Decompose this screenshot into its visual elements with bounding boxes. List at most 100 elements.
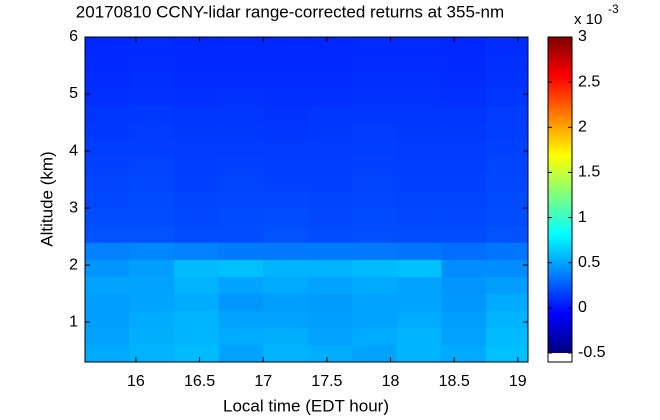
heat-cell — [441, 208, 487, 226]
heat-cell — [129, 327, 175, 346]
heat-cell — [485, 54, 528, 72]
heat-cell — [85, 173, 131, 192]
heat-cell — [263, 344, 309, 362]
heat-cell — [352, 344, 398, 362]
colorbar-tick-label: 2.5 — [578, 73, 600, 90]
plot-frame — [84, 36, 529, 363]
heat-cell — [352, 88, 398, 106]
heat-cell — [174, 276, 220, 295]
heat-cell — [174, 344, 220, 362]
heat-cell — [352, 190, 398, 209]
heat-cell — [307, 327, 353, 346]
heat-cell — [396, 242, 442, 260]
heat-cell — [485, 225, 528, 243]
heat-cell — [307, 54, 353, 72]
heat-cell — [352, 37, 398, 55]
heat-cell — [174, 122, 220, 141]
heat-cell — [129, 139, 175, 158]
heat-cell — [129, 190, 175, 209]
heat-cell — [485, 88, 528, 106]
heat-cell — [85, 190, 131, 209]
heat-cell — [441, 105, 487, 124]
heat-cell — [218, 242, 264, 260]
heat-cell — [441, 225, 487, 243]
heat-cell — [85, 156, 131, 175]
heat-cell — [352, 225, 398, 243]
heat-cell — [263, 259, 309, 277]
heat-cell — [396, 88, 442, 106]
heat-cell — [174, 225, 220, 243]
heat-cell — [85, 122, 131, 141]
heat-cell — [218, 105, 264, 124]
heatmap — [85, 37, 528, 362]
heat-cell — [218, 122, 264, 141]
heat-cell — [218, 88, 264, 106]
heat-cell — [263, 190, 309, 209]
heat-cell — [129, 71, 175, 89]
x-tick-label: 16.5 — [184, 373, 215, 390]
heat-cell — [218, 276, 264, 295]
x-tick-label: 17.5 — [311, 373, 342, 390]
heat-cell — [129, 37, 175, 55]
heat-cell — [485, 344, 528, 362]
axes: 16 16.5 17 17.5 18 18.5 19 1 2 3 4 5 6 — [69, 28, 529, 390]
heat-cell — [174, 327, 220, 346]
heat-cell — [396, 310, 442, 329]
heat-cell — [85, 293, 131, 312]
heat-cell — [263, 225, 309, 243]
heat-cell — [396, 54, 442, 72]
heat-cell — [396, 259, 442, 277]
heat-cell — [485, 37, 528, 55]
heat-cell — [352, 242, 398, 260]
heat-cell — [307, 122, 353, 141]
heat-cell — [85, 242, 131, 260]
heat-cell — [263, 242, 309, 260]
heat-cell — [396, 139, 442, 158]
heat-cell — [441, 139, 487, 158]
heat-cell — [307, 259, 353, 277]
heat-cell — [218, 37, 264, 55]
heat-cell — [218, 156, 264, 175]
heat-cell — [396, 293, 442, 312]
heat-cell — [129, 276, 175, 295]
heat-cell — [129, 310, 175, 329]
y-tick-label: 6 — [69, 28, 78, 45]
colorbar-exponent: -3 — [608, 2, 619, 16]
heat-cell — [85, 344, 131, 362]
y-tick-label: 4 — [69, 142, 78, 159]
heat-cell — [174, 88, 220, 106]
heat-cell — [352, 105, 398, 124]
heat-cell — [218, 190, 264, 209]
colorbar-tick-label: -0.5 — [578, 344, 606, 361]
heat-cell — [85, 54, 131, 72]
heat-cell — [441, 310, 487, 329]
heat-cell — [396, 105, 442, 124]
x-tick-label: 17 — [254, 373, 272, 390]
colorbar-tick-label: 2 — [578, 118, 587, 135]
heat-cell — [174, 139, 220, 158]
heat-cell — [307, 310, 353, 329]
colorbar: -0.5 0 0.5 1 1.5 2 2.5 3 — [547, 28, 606, 363]
heat-cell — [218, 259, 264, 277]
heat-cell — [129, 173, 175, 192]
heat-cell — [129, 122, 175, 141]
heat-cell — [85, 259, 131, 277]
y-tick-label: 2 — [69, 256, 78, 273]
heat-cell — [129, 156, 175, 175]
heat-cell — [263, 293, 309, 312]
heat-cell — [396, 276, 442, 295]
heat-cell — [441, 293, 487, 312]
heat-cell — [441, 344, 487, 362]
heat-cell — [441, 122, 487, 141]
heat-cell — [218, 71, 264, 89]
x-tick-label: 16 — [127, 373, 145, 390]
heat-cell — [352, 310, 398, 329]
heat-cell — [174, 208, 220, 226]
heat-cell — [396, 71, 442, 89]
heat-cell — [218, 54, 264, 72]
heat-cell — [263, 139, 309, 158]
colorbar-tick-label: 1.5 — [578, 164, 600, 181]
colorbar-tick-label: 0.5 — [578, 254, 600, 271]
chart-title: 20170810 CCNY-lidar range-corrected retu… — [76, 2, 504, 21]
